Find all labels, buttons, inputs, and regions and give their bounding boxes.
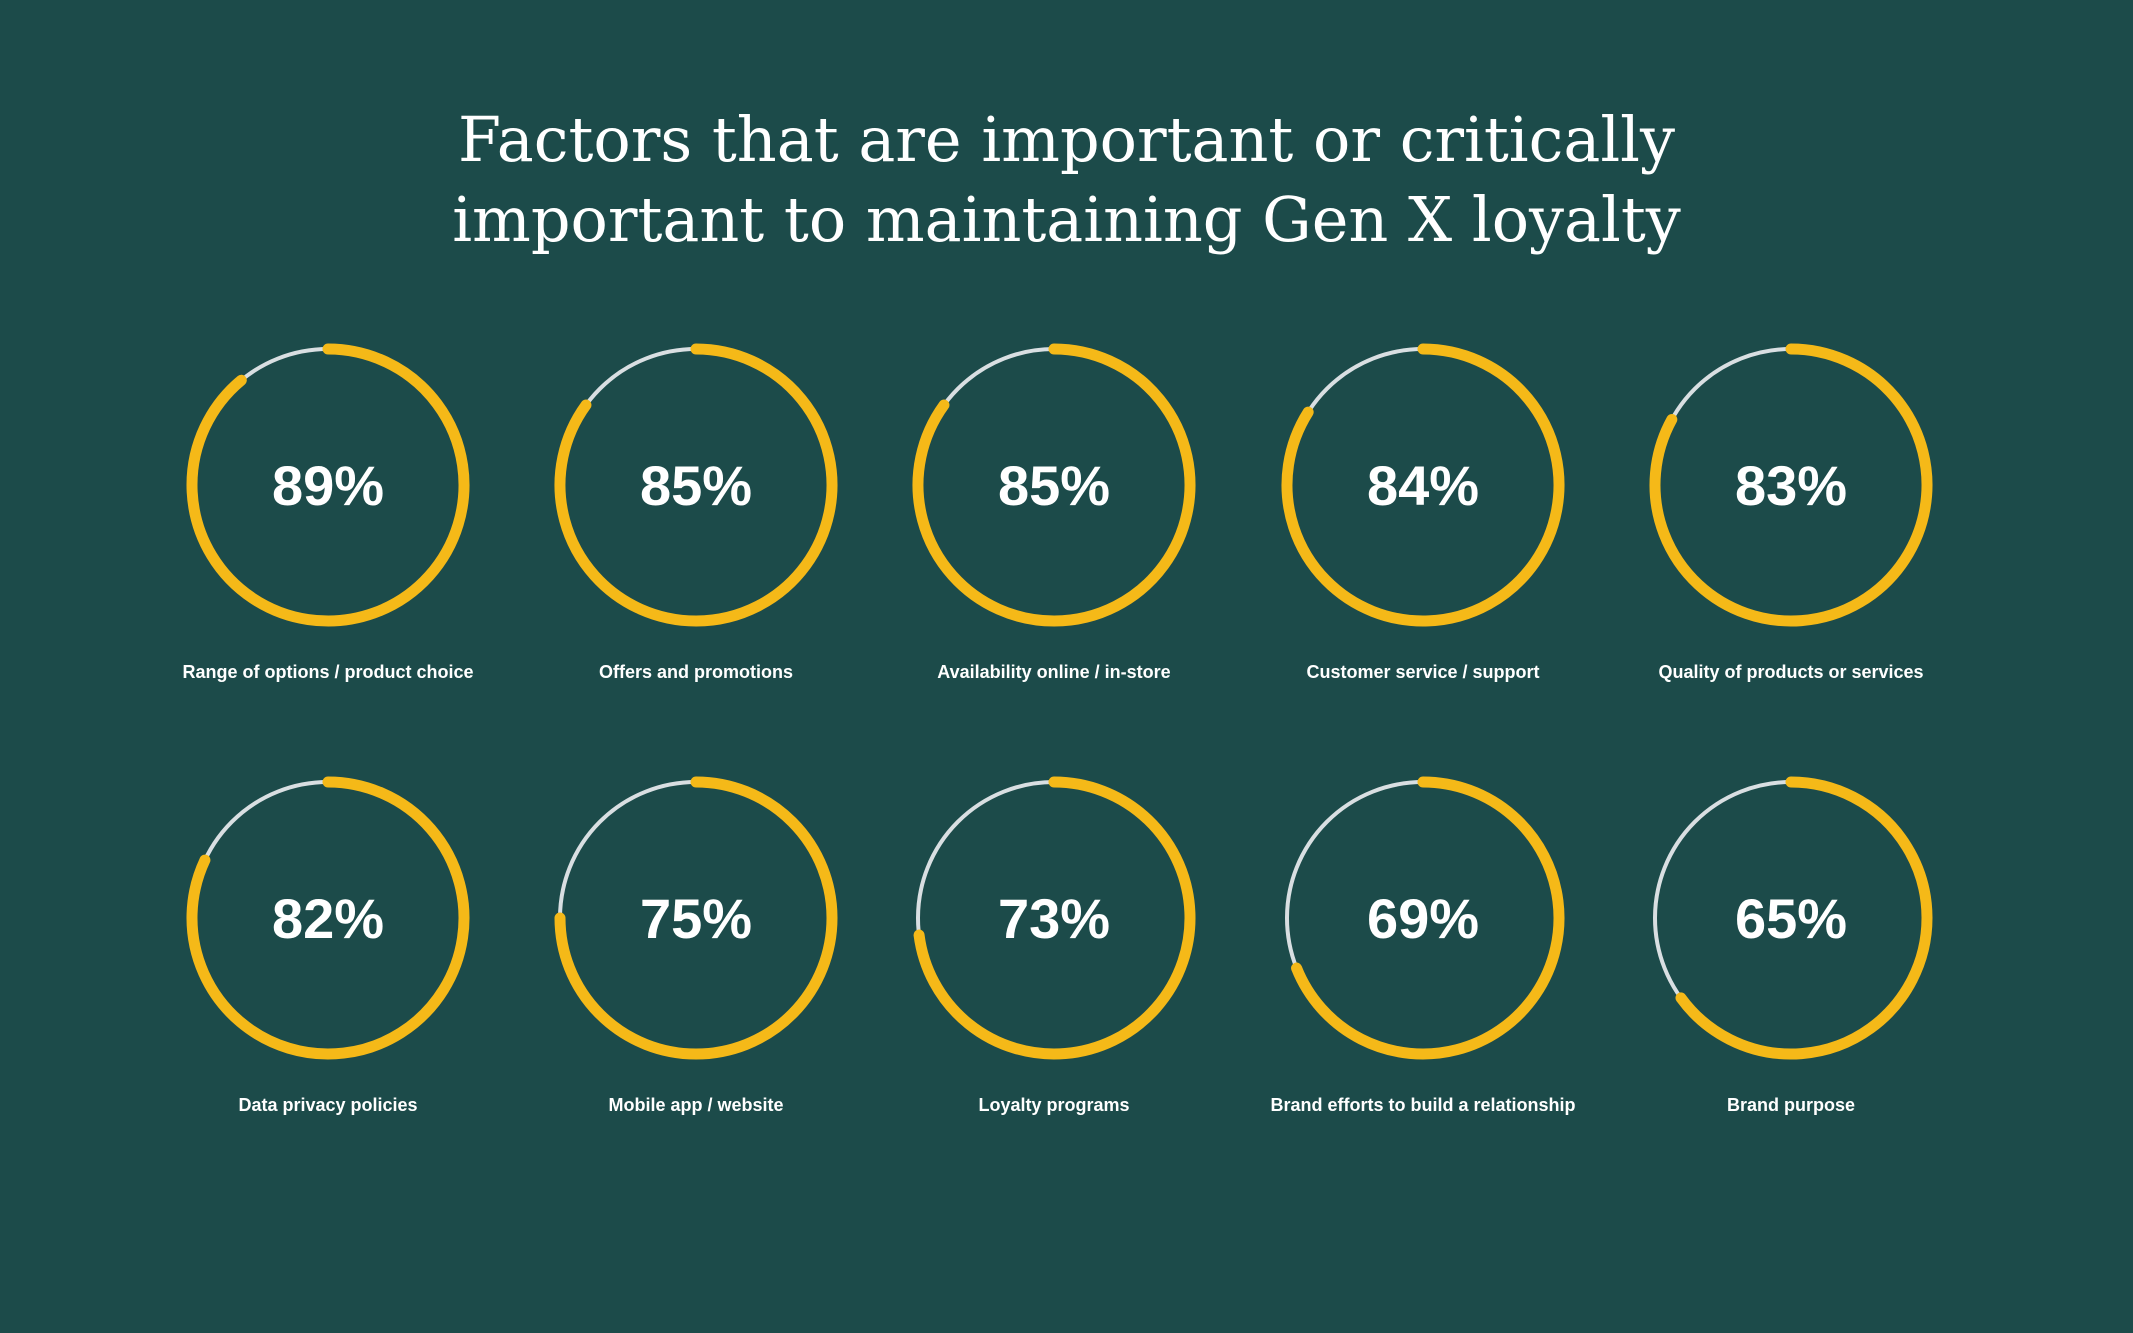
- donut-range-of-options-product-choice: 89% Range of options / product choice: [182, 343, 474, 682]
- donut-category-label: Data privacy policies: [238, 1095, 417, 1115]
- donut-brand-efforts-to-build-a-relationship: 69% Brand efforts to build a relationship: [1270, 776, 1576, 1115]
- donut-progress-arc: [913, 776, 1196, 1060]
- donut-progress-arc: [1291, 776, 1565, 1060]
- donut-value-label: 75%: [640, 887, 752, 950]
- donut-value-label: 85%: [998, 454, 1110, 517]
- donut-progress-arc: [912, 343, 1196, 627]
- chart-title-line-2: important to maintaining Gen X loyalty: [452, 183, 1681, 256]
- donut-mobile-app-website: 75% Mobile app / website: [554, 776, 838, 1115]
- donut-value-label: 65%: [1735, 887, 1847, 950]
- donut-category-label: Loyalty programs: [978, 1095, 1129, 1115]
- donut-offers-and-promotions: 85% Offers and promotions: [554, 343, 838, 682]
- donut-availability-online-in-store: 85% Availability online / in-store: [912, 343, 1196, 682]
- donut-brand-purpose: 65% Brand purpose: [1653, 776, 1933, 1115]
- donut-progress-arc: [1281, 343, 1565, 627]
- donut-value-label: 84%: [1367, 454, 1479, 517]
- donut-value-label: 82%: [272, 887, 384, 950]
- donut-category-label: Brand efforts to build a relationship: [1270, 1095, 1575, 1115]
- donut-progress-arc: [1649, 343, 1933, 627]
- donut-value-label: 85%: [640, 454, 752, 517]
- donut-progress-arc: [1675, 776, 1933, 1060]
- donut-value-label: 83%: [1735, 454, 1847, 517]
- donut-loyalty-programs: 73% Loyalty programs: [913, 776, 1196, 1115]
- donut-category-label: Mobile app / website: [608, 1095, 783, 1115]
- donut-category-label: Quality of products or services: [1658, 662, 1923, 682]
- donut-category-label: Offers and promotions: [599, 662, 793, 682]
- donut-customer-service-support: 84% Customer service / support: [1281, 343, 1565, 682]
- donut-progress-arc: [554, 343, 838, 627]
- donut-quality-of-products-or-services: 83% Quality of products or services: [1649, 343, 1933, 682]
- chart-title: Factors that are important or critically…: [0, 100, 2133, 260]
- donut-category-label: Range of options / product choice: [182, 662, 473, 682]
- donut-category-label: Availability online / in-store: [937, 662, 1170, 682]
- donut-category-label: Brand purpose: [1727, 1095, 1855, 1115]
- donut-value-label: 73%: [998, 887, 1110, 950]
- donut-progress-arc: [186, 776, 470, 1060]
- donut-progress-arc: [186, 343, 470, 627]
- donut-progress-arc: [554, 776, 838, 1060]
- donut-category-label: Customer service / support: [1306, 662, 1539, 682]
- chart-title-line-1: Factors that are important or critically: [457, 103, 1676, 176]
- donut-data-privacy-policies: 82% Data privacy policies: [186, 776, 470, 1115]
- donut-value-label: 69%: [1367, 887, 1479, 950]
- donut-value-label: 89%: [272, 454, 384, 517]
